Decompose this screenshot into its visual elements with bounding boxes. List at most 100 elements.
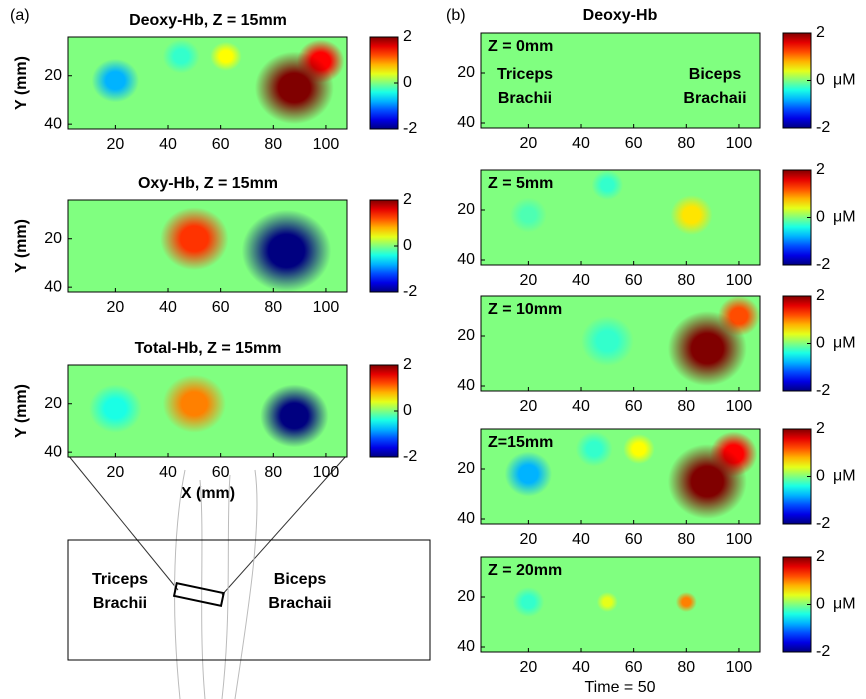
y-tick-label: 20 [44,67,62,84]
x-tick-label: 100 [726,531,753,548]
x-tick-label: 60 [212,464,230,481]
colorbar [783,33,811,128]
heat-blob [242,210,331,292]
colorbar [370,365,398,457]
colorbar-tick-label: -2 [403,120,417,137]
y-tick-label: 20 [457,460,475,477]
x-tick-label: 60 [625,398,643,415]
footer: Time = 50 [585,679,656,696]
y-axis-label: Y (mm) [13,56,30,110]
colorbar-tick-label: 2 [403,28,412,45]
x-tick-label: 20 [519,135,537,152]
colorbar-tick-label: 0 [816,468,825,485]
y-tick-label: 40 [44,443,62,460]
colorbar-tick-label: -2 [403,448,417,465]
x-tick-label: 60 [625,531,643,548]
x-tick-label: 40 [159,136,177,153]
heat-blob [597,592,618,612]
heat-blob [676,592,697,612]
x-tick-label: 80 [677,272,695,289]
colorbar [370,200,398,292]
y-tick-label: 40 [457,251,475,268]
colorbar-tick-label: -2 [816,515,830,532]
colorbar-tick-label: -2 [816,119,830,136]
x-tick-label: 20 [519,659,537,676]
panel-title: Oxy-Hb, Z = 15mm [138,175,278,192]
x-tick-label: 80 [677,531,695,548]
x-tick-label: 20 [106,136,124,153]
x-tick-label: 60 [212,299,230,316]
y-tick-label: 20 [44,230,62,247]
colorbar-tick-label: -2 [403,283,417,300]
colorbar-tick-label: 2 [403,191,412,208]
x-tick-label: 40 [572,531,590,548]
heat-blob [210,42,242,71]
heat-blob [576,432,613,467]
heat-blob [505,452,552,497]
heat-blob [260,384,328,447]
heat-blob [623,434,655,464]
y-tick-label: 40 [44,115,62,132]
x-tick-label: 80 [677,398,695,415]
panel-note: Brachaii [683,90,746,107]
colorbar-unit: μM [833,335,856,352]
x-tick-label: 100 [726,272,753,289]
panel-label: Z = 20mm [488,562,562,579]
panel-title: Total-Hb, Z = 15mm [135,340,282,357]
panel-note: Biceps [689,66,742,83]
heat-blob [510,198,547,233]
x-tick-label: 60 [625,272,643,289]
panel-label: Z = 0mm [488,38,553,55]
colorbar-unit: μM [833,209,856,226]
colorbar-tick-label: 2 [816,420,825,437]
colorbar-tick-label: 2 [816,24,825,41]
x-tick-label: 40 [572,398,590,415]
heat-blob [89,384,142,432]
column-title: Deoxy-Hb [583,7,658,24]
colorbar [783,429,811,524]
diagram-label: Brachii [93,595,147,612]
panel-label: (b) [446,7,466,24]
colorbar-tick-label: 2 [816,287,825,304]
colorbar-tick-label: 0 [816,72,825,89]
colorbar-tick-label: 0 [816,335,825,352]
y-tick-label: 40 [457,638,475,655]
x-tick-label: 80 [264,136,282,153]
x-tick-label: 40 [159,299,177,316]
x-tick-label: 100 [726,135,753,152]
x-tick-label: 80 [677,135,695,152]
y-tick-label: 20 [457,64,475,81]
x-tick-label: 40 [572,272,590,289]
colorbar-tick-label: 0 [403,74,412,91]
heat-blob [160,207,228,270]
x-tick-label: 80 [677,659,695,676]
heat-blob [92,59,139,103]
colorbar-tick-label: 2 [403,356,412,373]
heat-blob [255,52,334,125]
colorbar-tick-label: -2 [816,643,830,660]
heat-blob [163,39,200,73]
heat-blob [513,587,545,617]
colorbar-unit: μM [833,468,856,485]
x-tick-label: 100 [313,136,340,153]
heat-blob [668,444,747,519]
x-tick-label: 80 [264,299,282,316]
x-tick-label: 60 [625,659,643,676]
y-tick-label: 20 [44,395,62,412]
colorbar [783,170,811,265]
x-tick-label: 20 [519,272,537,289]
x-tick-label: 40 [572,135,590,152]
colorbar-tick-label: 0 [403,237,412,254]
colorbar [370,37,398,129]
diagram-label: Biceps [274,571,327,588]
panel-note: Brachii [498,90,552,107]
colorbar-unit: μM [833,596,856,613]
panel-label: Z=15mm [488,434,553,451]
arm-diagram: Triceps Brachii Biceps Brachaii [68,455,430,699]
y-tick-label: 20 [457,327,475,344]
x-tick-label: 20 [106,464,124,481]
y-axis-label: Y (mm) [13,219,30,273]
colorbar-tick-label: 0 [816,596,825,613]
colorbar [783,557,811,652]
y-tick-label: 40 [457,377,475,394]
